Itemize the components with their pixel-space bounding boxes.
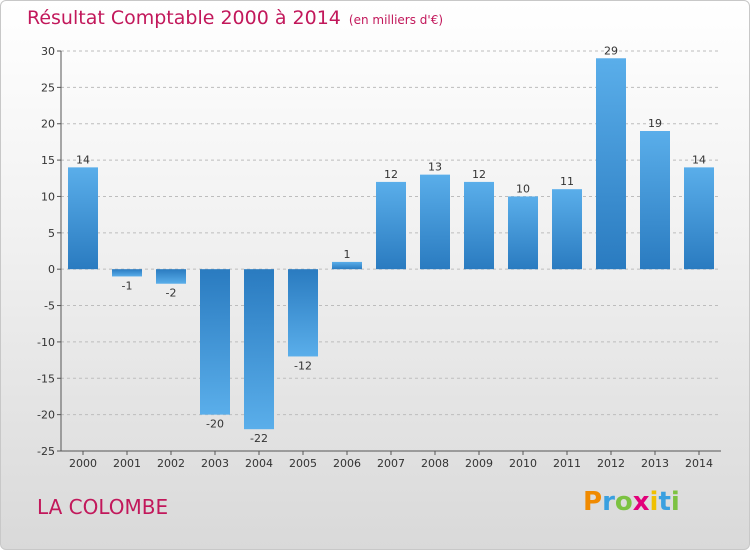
- y-tick-label: 5: [48, 227, 55, 240]
- bar-value-label: -12: [294, 359, 312, 372]
- x-tick-label: 2014: [685, 457, 713, 470]
- x-tick-label: 2010: [509, 457, 537, 470]
- bar-value-label: 12: [472, 168, 486, 181]
- bar-value-label: -22: [250, 432, 268, 445]
- x-tick-label: 2011: [553, 457, 581, 470]
- y-tick-label: 20: [41, 118, 55, 131]
- logo-letter: o: [614, 487, 633, 517]
- x-tick-label: 2004: [245, 457, 273, 470]
- bar: [68, 167, 98, 270]
- y-tick-label: -10: [37, 336, 55, 349]
- bar-value-label: 1: [344, 248, 351, 261]
- bar: [596, 58, 626, 270]
- bar: [332, 261, 362, 270]
- logo-letter: x: [632, 487, 650, 517]
- x-tick-label: 2012: [597, 457, 625, 470]
- bar: [420, 174, 450, 270]
- logo-letter: i: [649, 487, 659, 517]
- bar-value-label: 11: [560, 175, 574, 188]
- x-tick-label: 2005: [289, 457, 317, 470]
- x-tick-label: 2000: [69, 457, 97, 470]
- x-tick-label: 2003: [201, 457, 229, 470]
- y-tick-label: -25: [37, 445, 55, 458]
- bar-value-label: -2: [166, 287, 177, 300]
- bar: [376, 181, 406, 270]
- bar: [684, 167, 714, 270]
- bar-value-label: 19: [648, 117, 662, 130]
- bar: [112, 269, 142, 277]
- x-tick-label: 2007: [377, 457, 405, 470]
- bar: [288, 269, 318, 357]
- proxiti-logo: Proxiti: [583, 487, 680, 517]
- bar: [640, 131, 670, 270]
- y-tick-label: 10: [41, 190, 55, 203]
- x-tick-label: 2013: [641, 457, 669, 470]
- bar: [464, 181, 494, 270]
- y-tick-label: 30: [41, 45, 55, 58]
- y-tick-label: 25: [41, 81, 55, 94]
- bar-value-label: 29: [604, 44, 618, 57]
- bar: [508, 196, 538, 270]
- y-tick-label: 15: [41, 154, 55, 167]
- y-tick-label: -5: [44, 300, 55, 313]
- bar: [156, 269, 186, 284]
- logo-letter: i: [670, 487, 680, 517]
- logo-letter: r: [602, 487, 615, 517]
- y-tick-label: 0: [48, 263, 55, 276]
- bar: [552, 189, 582, 270]
- x-tick-label: 2002: [157, 457, 185, 470]
- y-tick-label: -15: [37, 372, 55, 385]
- place-name: LA COLOMBE: [37, 495, 169, 519]
- x-tick-label: 2008: [421, 457, 449, 470]
- x-tick-label: 2001: [113, 457, 141, 470]
- logo-letter: P: [583, 487, 603, 517]
- chart-title-block: Résultat Comptable 2000 à 2014 (en millie…: [27, 7, 443, 29]
- logo-letter: t: [658, 487, 671, 517]
- bar-value-label: -1: [122, 279, 133, 292]
- chart-subtitle: (en milliers d'€): [348, 13, 444, 27]
- y-tick-label: -20: [37, 409, 55, 422]
- x-tick-label: 2009: [465, 457, 493, 470]
- bar: [244, 269, 274, 430]
- bar: [200, 269, 230, 415]
- bar-value-label: -20: [206, 418, 224, 431]
- bar-value-label: 14: [76, 153, 90, 166]
- x-tick-label: 2006: [333, 457, 361, 470]
- bar-value-label: 10: [516, 182, 530, 195]
- bar-value-label: 14: [692, 153, 706, 166]
- bar-value-label: 13: [428, 161, 442, 174]
- bar-value-label: 12: [384, 168, 398, 181]
- chart-title: Résultat Comptable 2000 à 2014: [27, 7, 341, 29]
